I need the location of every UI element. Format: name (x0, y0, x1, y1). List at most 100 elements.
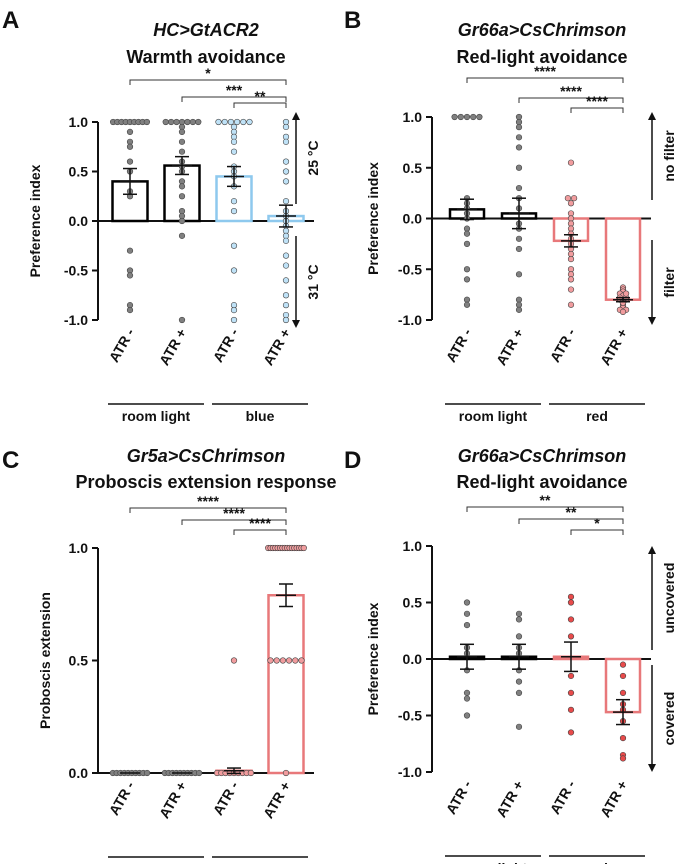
y-tick-label: -1.0 (64, 312, 88, 328)
side-label-upper: uncovered (661, 563, 677, 634)
data-point (567, 689, 575, 697)
data-point (515, 271, 523, 278)
panel-letter: A (2, 7, 19, 34)
bar (267, 594, 305, 775)
data-point (567, 266, 575, 273)
side-label-upper: no filter (661, 130, 677, 182)
data-point (463, 712, 471, 719)
data-point (567, 599, 575, 606)
data-point (570, 195, 578, 202)
panel-letter: B (344, 7, 361, 34)
y-tick-label: 1.0 (403, 109, 423, 125)
significance-label: * (205, 65, 211, 81)
x-category-label: ATR - (106, 778, 138, 818)
group-label: room light (122, 861, 191, 864)
data-point (515, 118, 523, 126)
group-label: room light (122, 408, 191, 424)
data-point (227, 118, 234, 126)
data-point (463, 266, 471, 273)
group-label: room light (459, 408, 528, 424)
data-point (247, 769, 254, 777)
y-axis-label: Preference index (365, 602, 381, 715)
data-point (567, 276, 575, 283)
significance-label: **** (223, 505, 245, 521)
data-point (470, 113, 477, 121)
data-point (619, 755, 627, 762)
data-point (230, 657, 238, 664)
data-point (463, 230, 471, 237)
data-point (273, 657, 280, 664)
side-label-lower: filter (661, 267, 677, 298)
data-point (567, 256, 575, 263)
chart-title-genotype: HC>GtACR2 (153, 20, 259, 40)
data-point (126, 158, 134, 165)
y-axis-label: Preference index (27, 164, 43, 277)
x-category-label: ATR - (547, 777, 579, 817)
data-point (173, 118, 180, 126)
data-point (515, 113, 523, 121)
significance-bracket (466, 506, 624, 512)
data-point (463, 296, 471, 303)
data-point (230, 208, 238, 215)
data-point (298, 657, 305, 664)
y-tick-label: 0.0 (403, 211, 423, 227)
data-point (515, 164, 523, 171)
arrow-up-icon (292, 112, 300, 120)
y-tick-label: 1.0 (69, 114, 89, 130)
significance-bracket (129, 507, 287, 513)
chart-title-genotype: Gr5a>CsChrimson (127, 446, 286, 466)
data-point (168, 118, 175, 126)
data-point (178, 193, 186, 200)
chart-title: Warmth avoidance (126, 47, 285, 67)
data-point (221, 118, 228, 126)
data-point (195, 118, 202, 126)
x-category-label: ATR - (443, 325, 475, 365)
data-point (240, 118, 247, 126)
data-point (143, 118, 150, 126)
x-category-label: ATR + (156, 326, 190, 368)
panel-letter: C (2, 447, 19, 474)
significance-label: **** (249, 515, 271, 531)
significance-label: ** (566, 504, 577, 520)
data-point (282, 302, 290, 309)
data-point (567, 220, 575, 227)
data-point (178, 316, 186, 324)
chart-title-genotype: Gr66a>CsChrimson (458, 446, 627, 466)
y-tick-label: 0.0 (69, 765, 89, 781)
arrow-down-icon (648, 764, 656, 772)
x-category-label: ATR + (493, 326, 527, 368)
significance-label: **** (560, 83, 582, 99)
data-point (567, 225, 575, 232)
data-point (189, 118, 196, 126)
data-point (567, 593, 575, 600)
data-point (515, 616, 523, 623)
significance-label: ** (255, 88, 266, 104)
data-point (463, 225, 471, 232)
data-point (567, 706, 575, 713)
data-point (567, 210, 575, 217)
data-point (515, 633, 523, 640)
data-point (178, 138, 186, 145)
chart-panel-c: C Gr5a>CsChrimson Proboscis extension resp… (2, 446, 337, 864)
data-point (457, 113, 464, 121)
data-point (300, 544, 307, 552)
significance-bracket (233, 529, 287, 535)
data-point (463, 113, 471, 121)
data-point (282, 316, 290, 324)
significance-bracket (233, 102, 287, 108)
data-point (230, 307, 238, 314)
data-point (463, 240, 471, 247)
y-tick-label: 1.0 (403, 538, 423, 554)
x-category-label: ATR + (260, 326, 294, 368)
data-point (126, 307, 134, 314)
significance-label: * (594, 515, 600, 531)
arrow-down-icon (292, 320, 300, 328)
data-point (463, 689, 471, 697)
data-point (515, 306, 523, 313)
y-tick-label: 0.0 (69, 213, 89, 229)
x-category-label: ATR - (547, 325, 579, 365)
data-point (619, 734, 627, 742)
chart-title: Proboscis extension response (75, 472, 336, 492)
y-tick-label: -0.5 (398, 261, 422, 277)
data-point (196, 769, 203, 777)
